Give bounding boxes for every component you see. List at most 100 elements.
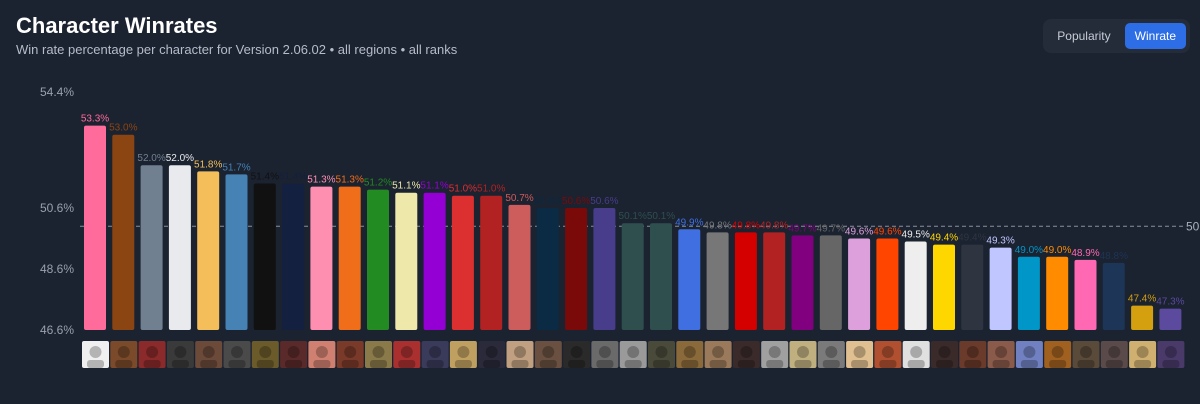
character-portrait[interactable] <box>308 341 336 368</box>
character-portrait[interactable] <box>223 341 251 368</box>
bar[interactable] <box>197 171 220 330</box>
character-portrait[interactable] <box>166 341 194 368</box>
bar[interactable] <box>961 244 984 330</box>
character-portrait[interactable] <box>1157 341 1185 368</box>
character-portrait[interactable] <box>761 341 789 368</box>
character-portrait[interactable] <box>902 341 930 368</box>
character-portrait[interactable] <box>789 341 817 368</box>
bar[interactable] <box>791 235 814 330</box>
character-portrait[interactable] <box>619 341 647 368</box>
bar[interactable] <box>876 238 899 330</box>
bar[interactable] <box>480 195 503 330</box>
bar[interactable] <box>253 183 276 330</box>
bar[interactable] <box>1046 256 1069 330</box>
bar[interactable] <box>621 223 644 330</box>
portrait-shoulders-shape <box>285 360 303 368</box>
character-portrait[interactable] <box>110 341 138 368</box>
portrait-face-shape <box>372 346 385 358</box>
character-portrait[interactable] <box>676 341 704 368</box>
winrate-button[interactable]: Winrate <box>1124 23 1186 49</box>
portrait-face-shape <box>542 346 555 358</box>
character-portrait[interactable] <box>704 341 732 368</box>
character-portrait[interactable] <box>874 341 902 368</box>
data-label: 49.7% <box>817 223 845 234</box>
portrait-face-shape <box>570 346 583 358</box>
character-portrait[interactable] <box>365 341 392 368</box>
bar[interactable] <box>338 186 361 330</box>
portrait-shoulders-shape <box>454 360 472 368</box>
bar[interactable] <box>904 241 927 330</box>
data-label: 51.3% <box>307 175 335 186</box>
character-portrait[interactable] <box>195 341 223 368</box>
bar[interactable] <box>678 229 701 330</box>
bar[interactable] <box>84 125 106 330</box>
bar[interactable] <box>367 189 389 330</box>
character-portrait[interactable] <box>591 341 619 368</box>
data-label: 50.6% <box>562 196 590 207</box>
portrait-shoulders-shape <box>964 360 982 368</box>
character-portrait[interactable] <box>393 341 421 368</box>
portrait-shoulders-shape <box>426 360 444 368</box>
bar[interactable] <box>763 232 786 330</box>
character-portrait[interactable] <box>1072 341 1100 368</box>
character-portrait[interactable] <box>138 341 166 368</box>
bars-group <box>84 125 1182 330</box>
portrait-face-shape <box>202 346 215 358</box>
data-label: 51.4% <box>279 172 307 183</box>
character-portrait[interactable] <box>648 341 675 368</box>
character-portrait[interactable] <box>987 341 1015 368</box>
portrait-face-shape <box>174 346 187 358</box>
bar[interactable] <box>706 232 729 330</box>
character-portrait[interactable] <box>563 341 591 368</box>
character-portrait[interactable] <box>506 341 534 368</box>
bar[interactable] <box>989 247 1012 330</box>
character-portrait[interactable] <box>82 341 109 368</box>
bar[interactable] <box>536 207 559 330</box>
portrait-face-shape <box>1136 346 1149 358</box>
bar[interactable] <box>650 223 672 330</box>
bar[interactable] <box>225 174 248 330</box>
bar[interactable] <box>1102 262 1125 330</box>
character-portrait[interactable] <box>931 341 958 368</box>
bar[interactable] <box>423 192 446 330</box>
portrait-shoulders-shape <box>596 360 614 368</box>
bar[interactable] <box>1159 308 1182 330</box>
portrait-shoulders-shape <box>115 360 133 368</box>
bar[interactable] <box>282 183 305 330</box>
character-portrait[interactable] <box>421 341 449 368</box>
bar[interactable] <box>395 192 418 330</box>
bar[interactable] <box>933 244 955 330</box>
character-portrait[interactable] <box>846 341 874 368</box>
character-portrait[interactable] <box>1100 341 1128 368</box>
data-label: 53.0% <box>109 123 137 134</box>
character-portrait[interactable] <box>1129 341 1157 368</box>
bar[interactable] <box>1131 305 1154 330</box>
bar[interactable] <box>593 207 616 330</box>
character-portrait[interactable] <box>817 341 845 368</box>
bar[interactable] <box>112 134 135 330</box>
character-portrait[interactable] <box>1015 341 1043 368</box>
bar[interactable] <box>140 165 163 330</box>
portrait-shoulders-shape <box>313 360 331 368</box>
character-portrait[interactable] <box>732 341 760 368</box>
character-portrait[interactable] <box>280 341 308 368</box>
character-portrait[interactable] <box>959 341 987 368</box>
character-portrait[interactable] <box>251 341 279 368</box>
bar[interactable] <box>310 186 333 330</box>
character-portrait[interactable] <box>1044 341 1072 368</box>
bar[interactable] <box>168 165 191 330</box>
character-portrait[interactable] <box>449 341 477 368</box>
popularity-button[interactable]: Popularity <box>1047 23 1120 49</box>
bar[interactable] <box>819 235 842 330</box>
character-portrait[interactable] <box>336 341 364 368</box>
bar[interactable] <box>451 195 474 330</box>
bar[interactable] <box>565 207 588 330</box>
bar[interactable] <box>848 238 871 330</box>
bar[interactable] <box>1017 256 1040 330</box>
character-portrait[interactable] <box>478 341 506 368</box>
bar[interactable] <box>734 232 757 330</box>
character-portrait[interactable] <box>534 341 562 368</box>
bar[interactable] <box>1074 259 1097 330</box>
bar[interactable] <box>508 204 531 330</box>
portrait-face-shape <box>938 346 951 358</box>
